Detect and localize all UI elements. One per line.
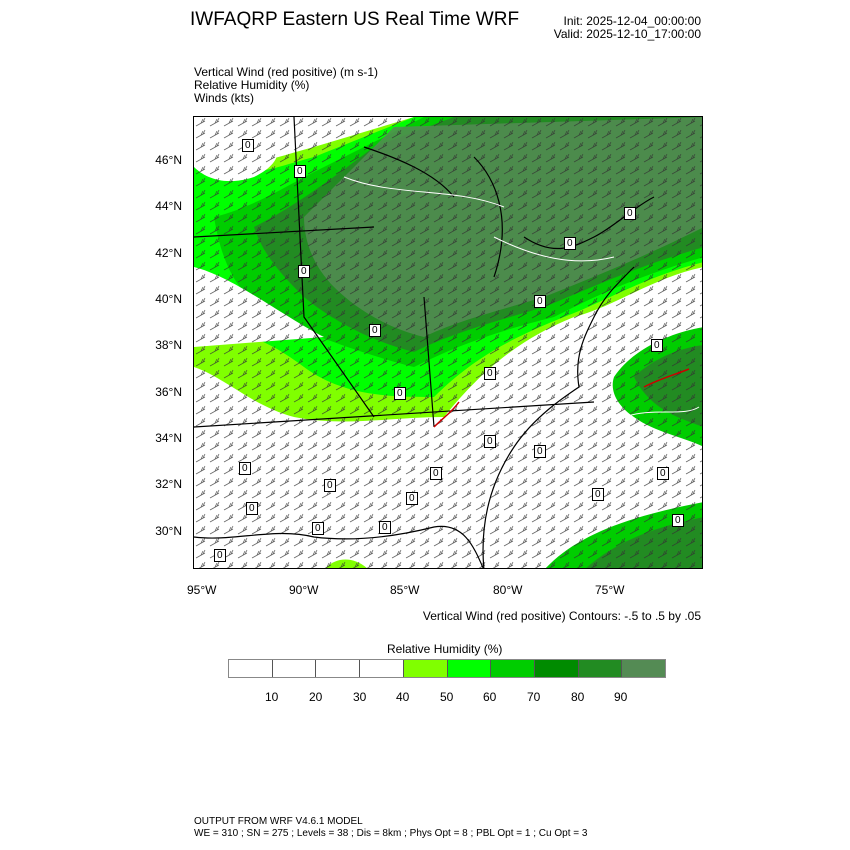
legend-label-70: 70 <box>527 690 541 704</box>
contour-label: 0 <box>239 462 251 475</box>
contour-label: 0 <box>657 467 669 480</box>
lat-tick-44: 44°N <box>155 199 182 213</box>
contour-label: 0 <box>534 445 546 458</box>
contour-label: 0 <box>242 139 254 152</box>
contour-label: 0 <box>564 237 576 250</box>
lon-tick-90: 90°W <box>289 583 319 597</box>
contour-label: 0 <box>298 265 310 278</box>
vertical-wind-contours <box>343 176 700 418</box>
legend-label-90: 90 <box>614 690 628 704</box>
plot-title: IWFAQRP Eastern US Real Time WRF <box>190 9 520 30</box>
colorbar-bin-5 <box>447 660 492 677</box>
contour-label: 0 <box>294 165 306 178</box>
lon-tick-80: 80°W <box>493 583 523 597</box>
footer-config: WE = 310 ; SN = 275 ; Levels = 38 ; Dis … <box>194 828 588 839</box>
lon-tick-85: 85°W <box>390 583 420 597</box>
contour-label: 0 <box>484 367 496 380</box>
lat-tick-30: 30°N <box>155 524 182 538</box>
contour-label: 0 <box>369 324 381 337</box>
colorbar-bin-1 <box>272 660 317 677</box>
contour-label: 0 <box>672 514 684 527</box>
colorbar-bin-4 <box>403 660 448 677</box>
coastlines-and-borders <box>194 117 655 568</box>
wind-barbs <box>194 117 702 568</box>
legend-label-10: 10 <box>265 690 279 704</box>
contour-label: 0 <box>484 435 496 448</box>
contour-label: 0 <box>394 387 406 400</box>
legend-title: Relative Humidity (%) <box>387 642 503 656</box>
legend-label-60: 60 <box>483 690 497 704</box>
contour-label: 0 <box>651 339 663 352</box>
lat-tick-34: 34°N <box>155 431 182 445</box>
lat-tick-36: 36°N <box>155 385 182 399</box>
colorbar-bin-9 <box>622 660 666 677</box>
contour-label: 0 <box>592 488 604 501</box>
legend-label-40: 40 <box>396 690 410 704</box>
footer-model: OUTPUT FROM WRF V4.6.1 MODEL <box>194 816 363 827</box>
contour-label: 0 <box>324 479 336 492</box>
legend-label-80: 80 <box>571 690 585 704</box>
colorbar-bin-6 <box>491 660 535 677</box>
field-label-relative-humidity: Relative Humidity (%) <box>194 78 310 92</box>
contour-info: Vertical Wind (red positive) Contours: -… <box>422 609 701 623</box>
contour-label: 0 <box>534 295 546 308</box>
init-time: Init: 2025-12-04_00:00:00 <box>563 14 701 28</box>
colorbar-bin-3 <box>360 660 404 677</box>
lat-tick-40: 40°N <box>155 292 182 306</box>
lat-tick-38: 38°N <box>155 338 182 352</box>
lat-tick-46: 46°N <box>155 153 182 167</box>
field-label-vertical-wind: Vertical Wind (red positive) (m s-1) <box>194 65 379 79</box>
contour-label: 0 <box>430 467 442 480</box>
legend-label-20: 20 <box>309 690 323 704</box>
valid-time: Valid: 2025-12-10_17:00:00 <box>553 27 701 41</box>
vertical-wind-contours-positive <box>433 368 690 428</box>
contour-label: 0 <box>406 492 418 505</box>
legend-label-50: 50 <box>440 690 454 704</box>
contour-label: 0 <box>379 521 391 534</box>
lon-tick-75: 75°W <box>595 583 625 597</box>
contour-label: 0 <box>312 522 324 535</box>
colorbar-bin-8 <box>578 660 623 677</box>
colorbar-bin-0 <box>229 660 273 677</box>
colorbar-bin-2 <box>316 660 361 677</box>
contour-label: 0 <box>624 207 636 220</box>
legend-label-30: 30 <box>353 690 367 704</box>
lat-tick-32: 32°N <box>155 477 182 491</box>
contour-label: 0 <box>214 549 226 562</box>
contour-label: 0 <box>246 502 258 515</box>
map-svg <box>194 117 702 568</box>
colorbar-bin-7 <box>534 660 579 677</box>
lon-tick-95: 95°W <box>187 583 217 597</box>
lat-tick-42: 42°N <box>155 246 182 260</box>
rh-colorbar <box>228 659 666 678</box>
field-label-winds: Winds (kts) <box>194 91 254 105</box>
